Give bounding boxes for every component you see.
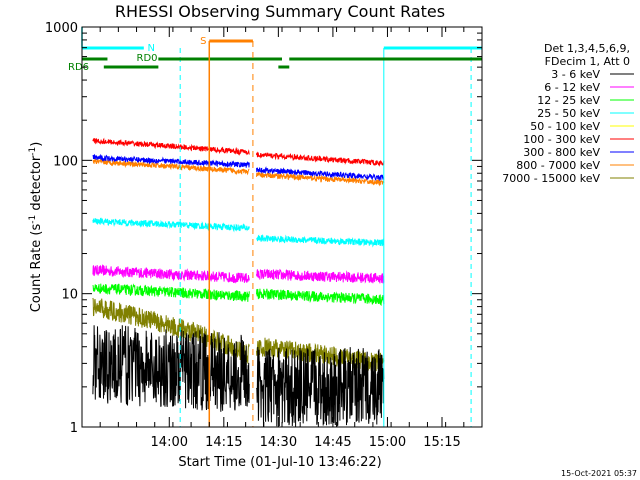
series-line-25-50-kev-1 [92,217,250,233]
rd6-label: RD6 [68,62,89,73]
x-tick-label-4: 15:00 [369,435,406,450]
y-axis-label-sup1: -1 [28,215,38,224]
x-tick-label-1: 14:15 [205,435,242,450]
legend-label-2: 12 - 25 keV [537,94,600,107]
series-line-800-7000-kev-2 [256,171,385,187]
x-tick-label-2: 14:30 [260,435,297,450]
y-axis-label-end: ) [29,142,44,147]
rd0-label: RD0 [137,53,158,64]
series-line-100-300-kev-1 [92,137,250,156]
y-tick-label-0: 1 [70,421,78,436]
x-tick-label-0: 14:00 [151,435,188,450]
legend-label-5: 100 - 300 keV [523,133,600,146]
saa-label: S [200,36,206,47]
series-line-300-800-kev-2 [256,166,385,182]
legend-label-1: 6 - 12 keV [544,81,600,94]
series-line-3-6-kev-1 [92,325,250,412]
y-tick-label-2: 100 [53,154,78,169]
series-line-3-6-kev-2 [256,346,385,427]
series-line-6-12-kev-2 [256,268,385,284]
legend-label-8: 7000 - 15000 keV [502,172,600,185]
legend-label-0: 3 - 6 keV [551,68,600,81]
series-line-25-50-kev-2 [256,234,385,248]
chart-title: RHESSI Observing Summary Count Rates [115,2,445,21]
legend-label-4: 50 - 100 keV [530,120,600,133]
y-axis-ticks: 1 10 100 1000 [45,21,482,436]
y-tick-label-1: 10 [61,288,78,303]
plot-area [92,137,385,427]
y-tick-label-3: 1000 [45,21,78,36]
y-axis-label-mid: detector [29,155,44,215]
y-axis-label: Count Rate (s-1 detector-1) [28,142,44,313]
legend: Det 1,3,4,5,6,9, FDecim 1, Att 0 3 - 6 k… [502,42,634,185]
y-axis-label-sup2: -1 [28,147,38,156]
series-line-100-300-kev-2 [256,151,385,167]
series-line-6-12-kev-1 [92,264,250,284]
x-tick-label-5: 15:15 [423,435,460,450]
series-line-12-25-kev-2 [256,288,385,307]
series-line-12-25-kev-1 [92,283,250,302]
series-line-300-800-kev-1 [92,153,250,169]
legend-header-line-1: Det 1,3,4,5,6,9, [544,42,630,55]
legend-label-7: 800 - 7000 keV [516,159,600,172]
legend-label-6: 300 - 800 keV [523,146,600,159]
legend-header-line-2: FDecim 1, Att 0 [545,55,630,68]
x-axis-label: Start Time (01-Jul-10 13:46:22) [178,455,381,470]
x-tick-label-3: 14:45 [314,435,351,450]
generated-timestamp: 15-Oct-2021 05:37 [561,469,637,478]
series-line-7000-15000-kev-1 [92,297,250,364]
series-line-800-7000-kev-1 [92,157,250,176]
night-flag-label: N [147,43,154,54]
legend-label-3: 25 - 50 keV [537,107,600,120]
x-axis-ticks: 14:00 14:15 14:30 14:45 15:00 15:15 [99,27,483,450]
y-axis-label-main: Count Rate (s [29,224,44,313]
